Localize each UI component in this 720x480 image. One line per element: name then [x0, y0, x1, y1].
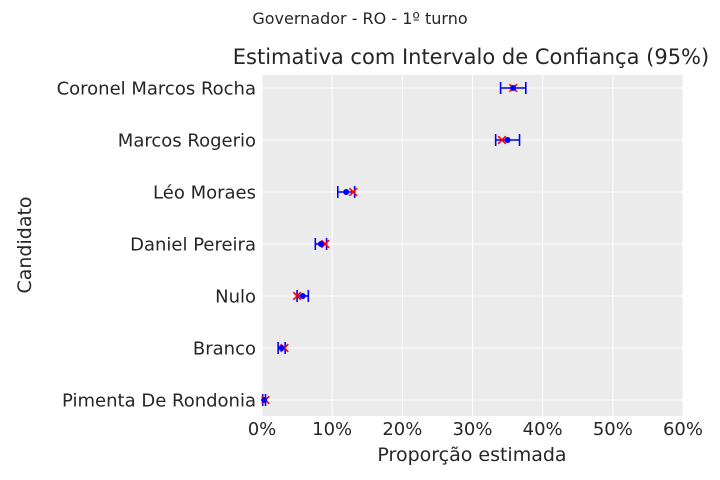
estimate-point [261, 397, 268, 403]
estimate-point [317, 241, 324, 247]
x-tick-label: 0% [248, 419, 277, 440]
x-tick-label: 60% [663, 419, 703, 440]
x-tick-label: 20% [382, 419, 422, 440]
estimate-point [278, 345, 285, 351]
y-tick-label: Daniel Pereira [130, 235, 256, 256]
chart-title: Estimativa com Intervalo de Confiança (9… [233, 45, 709, 69]
reference-x-marker [497, 135, 507, 145]
estimate-point [504, 137, 511, 143]
y-tick-label: Nulo [215, 287, 256, 308]
x-tick-label: 40% [523, 419, 563, 440]
x-tick-label: 30% [452, 419, 492, 440]
estimate-point [299, 293, 306, 299]
y-tick-label: Marcos Rogerio [118, 131, 256, 152]
estimate-point [510, 85, 517, 91]
y-tick-label: Branco [193, 339, 256, 360]
y-ticks: Coronel Marcos Rocha Marcos Rogerio Léo Mo… [57, 79, 256, 412]
chart-suptitle: Governador - RO - 1º turno [252, 9, 467, 28]
estimate-point [343, 189, 350, 195]
y-tick-label: Coronel Marcos Rocha [57, 79, 256, 100]
grid [261, 75, 684, 416]
x-ticks: 0% 10% 20% 30% 40% 50% 60% [248, 419, 703, 440]
y-axis-label: Candidato [14, 196, 36, 293]
y-tick-label: Pimenta De Rondonia [62, 391, 256, 412]
y-tick-label: Léo Moraes [153, 183, 256, 204]
reference-x-marker [348, 187, 358, 197]
x-axis-label: Proporção estimada [377, 444, 566, 466]
data-marks [261, 82, 527, 406]
reference-x-marker [292, 291, 302, 301]
reference-x-marker [320, 239, 330, 249]
x-tick-label: 50% [593, 419, 633, 440]
x-tick-label: 10% [312, 419, 352, 440]
